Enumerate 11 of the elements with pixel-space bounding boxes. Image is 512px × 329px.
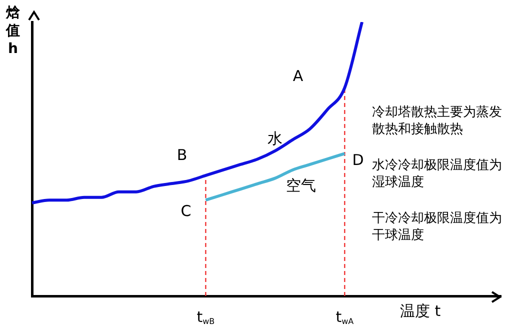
y-axis-title: 焓值 h	[4, 4, 21, 58]
x-axis-title: 温度 t	[400, 302, 441, 320]
annotation: B	[176, 146, 188, 164]
annotation: 干冷冷却极限温度值为干球温度	[372, 210, 503, 244]
annotation: 水冷冷却极限温度值为湿球温度	[372, 157, 503, 191]
annotation: C	[180, 202, 192, 220]
series-label: 空气	[286, 176, 316, 194]
annotation: A	[292, 66, 304, 85]
annotation: D	[352, 150, 364, 169]
annotation: 冷却塔散热主要为蒸发散热和接触散热	[372, 104, 503, 138]
series-label: 水	[268, 130, 283, 148]
